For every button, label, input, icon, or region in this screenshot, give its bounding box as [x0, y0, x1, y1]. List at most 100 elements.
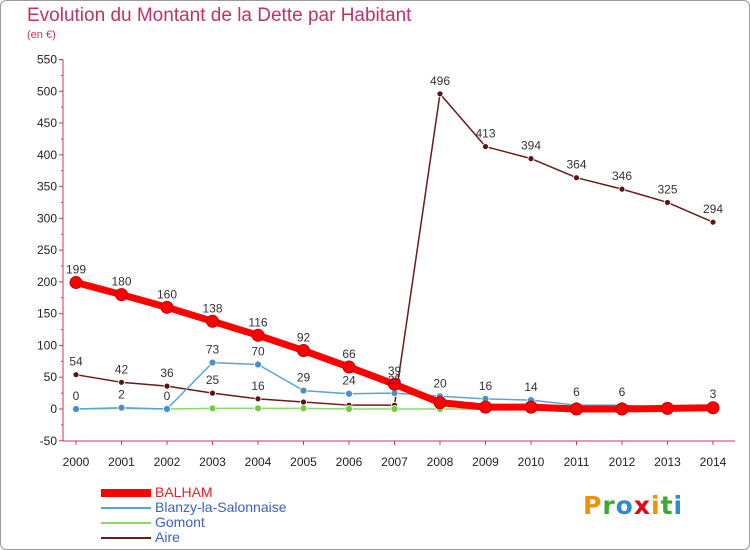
data-point-gomont	[345, 405, 353, 413]
data-label-aire: 294	[703, 202, 723, 216]
data-point-blanzy-la-salonnaise	[72, 405, 80, 413]
legend-swatch	[101, 507, 151, 509]
legend-swatch	[101, 537, 151, 539]
y-tick-label: 350	[37, 180, 57, 194]
data-label-aire: 346	[612, 169, 632, 183]
x-tick-label: 2013	[654, 455, 681, 469]
data-point-aire	[527, 155, 535, 163]
data-point-gomont	[390, 405, 399, 413]
y-tick-label: 450	[37, 116, 57, 130]
chart-title: Evolution du Montant de la Dette par Hab…	[27, 5, 412, 26]
data-point-balham	[570, 402, 583, 416]
data-point-blanzy-la-salonnaise	[117, 403, 126, 412]
series-layer	[69, 90, 720, 416]
data-point-balham	[160, 300, 174, 314]
data-point-blanzy-la-salonnaise	[345, 389, 353, 398]
data-point-blanzy-la-salonnaise	[163, 405, 171, 413]
data-label-aire: 16	[251, 379, 265, 393]
data-label-blanzy-la-salonnaise: 0	[164, 389, 171, 403]
data-label-balham: 180	[111, 275, 131, 289]
x-tick-label: 2004	[245, 455, 272, 469]
y-tick-label: 400	[37, 148, 57, 162]
data-label-balham: 138	[202, 301, 222, 315]
logo-letter: t	[660, 491, 674, 520]
x-tick-label: 2007	[381, 455, 408, 469]
line-chart: -500501001502002503003504004505005502000…	[37, 52, 735, 469]
data-point-aire	[436, 90, 444, 98]
data-point-balham	[115, 288, 128, 302]
logo-letter: r	[602, 491, 616, 520]
data-point-balham	[342, 360, 356, 374]
data-label-blanzy-la-salonnaise: 14	[524, 380, 538, 394]
data-label-blanzy-la-salonnaise: 70	[251, 345, 265, 359]
y-tick-label: 500	[37, 84, 57, 98]
data-point-aire	[618, 185, 626, 193]
data-point-balham	[251, 328, 265, 342]
y-tick-label: 250	[37, 243, 57, 257]
data-label-aire: 42	[115, 362, 129, 376]
chart-subtitle: (en €)	[27, 29, 56, 41]
x-tick-label: 2005	[290, 455, 317, 469]
legend-swatch	[101, 522, 151, 524]
x-tick-label: 2012	[609, 455, 636, 469]
y-tick-label: -50	[40, 434, 58, 448]
data-label-aire: 364	[566, 158, 586, 172]
y-tick-label: 550	[37, 52, 57, 66]
data-point-balham	[661, 401, 674, 415]
data-label-blanzy-la-salonnaise: 16	[479, 379, 493, 393]
data-label-blanzy-la-salonnaise: 6	[573, 385, 580, 399]
data-point-blanzy-la-salonnaise	[254, 360, 262, 369]
data-point-aire	[664, 199, 671, 206]
data-label-blanzy-la-salonnaise: 0	[73, 389, 80, 403]
x-tick-label: 2010	[518, 455, 545, 469]
data-label-aire: 496	[430, 74, 450, 88]
data-label-balham: 92	[297, 331, 311, 345]
data-point-balham	[206, 314, 219, 328]
legend-swatch	[101, 489, 151, 497]
logo-letter: o	[615, 491, 634, 520]
data-label-aire: 413	[475, 127, 495, 141]
y-tick-label: 50	[44, 370, 58, 384]
data-point-gomont	[208, 404, 217, 413]
series-line-aire	[75, 93, 714, 406]
data-label-blanzy-la-salonnaise: 25	[388, 373, 402, 387]
data-point-aire	[254, 395, 262, 403]
data-label-blanzy-la-salonnaise: 24	[342, 374, 356, 388]
data-label-balham: 66	[342, 347, 356, 361]
proxiti-logo: Proxiti	[583, 491, 683, 520]
data-point-balham	[615, 402, 629, 416]
data-label-blanzy-la-salonnaise: 29	[297, 371, 311, 385]
data-point-balham	[69, 276, 83, 290]
legend-label: Aire	[155, 529, 180, 545]
data-point-gomont	[254, 404, 262, 413]
legend-label: Gomont	[155, 514, 205, 530]
data-point-aire	[300, 398, 307, 406]
x-tick-label: 2014	[700, 455, 727, 469]
data-point-aire	[709, 218, 717, 226]
data-point-balham	[388, 377, 401, 391]
x-tick-label: 2009	[472, 455, 499, 469]
data-label-blanzy-la-salonnaise: 2	[118, 388, 125, 402]
data-point-balham	[706, 401, 720, 415]
data-label-blanzy-la-salonnaise: 3	[710, 387, 717, 401]
data-label-aire: 36	[160, 366, 174, 380]
y-tick-label: 200	[37, 275, 57, 289]
x-tick-label: 2008	[427, 455, 454, 469]
data-point-blanzy-la-salonnaise	[299, 386, 308, 395]
x-tick-label: 2002	[154, 455, 181, 469]
data-point-balham	[524, 400, 538, 414]
data-point-balham	[297, 344, 310, 358]
y-tick-label: 0	[50, 402, 57, 416]
y-tick-label: 300	[37, 211, 57, 225]
logo-letter: P	[583, 491, 603, 520]
data-label-aire: 394	[521, 139, 541, 153]
data-label-balham: 116	[248, 315, 267, 329]
data-point-aire	[573, 174, 580, 182]
data-label-balham: 39	[388, 364, 402, 378]
data-label-aire: 325	[657, 182, 677, 196]
data-point-aire	[482, 143, 489, 150]
data-label-balham: 160	[157, 287, 177, 301]
data-label-blanzy-la-salonnaise: 20	[433, 376, 447, 390]
